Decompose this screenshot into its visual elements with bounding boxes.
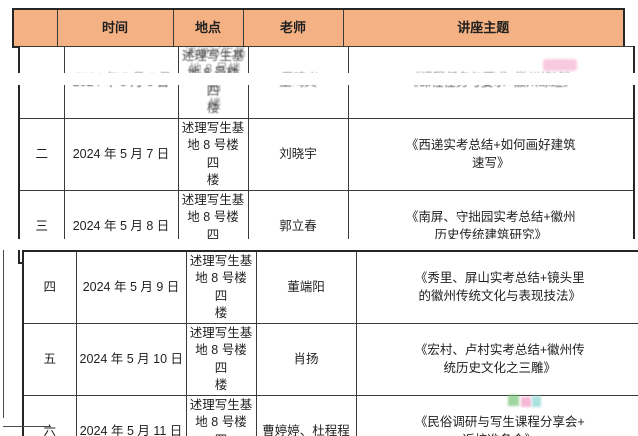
watermark-smudge (508, 395, 519, 406)
topic-cell: 《宏村、卢村实考总结+徽州传 统历史文化之三雕》 (355, 323, 638, 396)
header-cell-topic: 讲座主题 (342, 8, 625, 48)
teacher-cell: 肖扬 (255, 323, 357, 396)
row-index-cell: 四 (22, 250, 77, 324)
teacher-cell: 曹婷婷、杜程程 (255, 395, 357, 436)
date-cell: 2024 年 5 月 9 日 (75, 250, 187, 324)
table-row: 二 2024 年 5 月 7 日 述理写生基 地 8 号楼四 楼 刘晓宇 《西递… (18, 118, 635, 191)
date-cell: 2024 年 5 月 7 日 (63, 118, 179, 191)
header-cell-index (12, 8, 58, 48)
location-cell: 述理写生基 地 8 号楼四 楼 (177, 118, 249, 191)
table-row: 四 2024 年 5 月 9 日 述理写生基 地 8 号楼四 楼 董端阳 《秀里… (22, 250, 638, 324)
table-row: 五 2024 年 5 月 10 日 述理写生基 地 8 号楼四 楼 肖扬 《宏村… (22, 323, 638, 396)
topic-cell: 《民俗调研与写生课程分享会+ 返校准备会》 (355, 395, 638, 436)
teacher-cell: 董端阳 (255, 250, 357, 324)
topic-cell: 《西递实考总结+如何画好建筑 速写》 (347, 118, 635, 191)
header-cell-teacher: 老师 (242, 8, 344, 48)
topic-cell: 《秀里、屏山实考总结+镜头里 的徽州传统文化与表现技法》 (355, 250, 638, 324)
location-cell: 述理写生基 地 8 号楼四 楼 (185, 395, 257, 436)
watermark-smudge (543, 59, 577, 71)
row-index-cell: 二 (18, 118, 65, 191)
date-cell: 2024 年 5 月 11 日 (75, 395, 187, 436)
row-index-cell: 六 (22, 395, 77, 436)
teacher-cell: 刘晓宇 (247, 118, 349, 191)
watermark-smudge (521, 397, 531, 407)
stitch-seam-gap (0, 239, 638, 250)
header-cell-place: 地点 (172, 8, 244, 48)
stray-border-fragment-horizontal (3, 426, 51, 427)
location-cell: 述理写生基 地 8 号楼四 楼 (185, 250, 257, 324)
table-row: 六 2024 年 5 月 11 日 述理写生基 地 8 号楼四 楼 曹婷婷、杜程… (22, 395, 638, 436)
stitch-seam-band (0, 73, 638, 85)
stray-border-fragment-vertical (3, 250, 4, 418)
watermark-smudge (532, 396, 541, 407)
schedule-table-lower-section: 四 2024 年 5 月 9 日 述理写生基 地 8 号楼四 楼 董端阳 《秀里… (22, 250, 638, 436)
location-cell: 述理写生基 地 8 号楼四 楼 (185, 323, 257, 396)
header-cell-time: 时间 (56, 8, 174, 48)
row-index-cell: 五 (22, 323, 77, 396)
date-cell: 2024 年 5 月 10 日 (75, 323, 187, 396)
schedule-table-header-section: 时间 地点 老师 讲座主题 (12, 8, 625, 48)
header-row: 时间 地点 老师 讲座主题 (12, 8, 625, 48)
